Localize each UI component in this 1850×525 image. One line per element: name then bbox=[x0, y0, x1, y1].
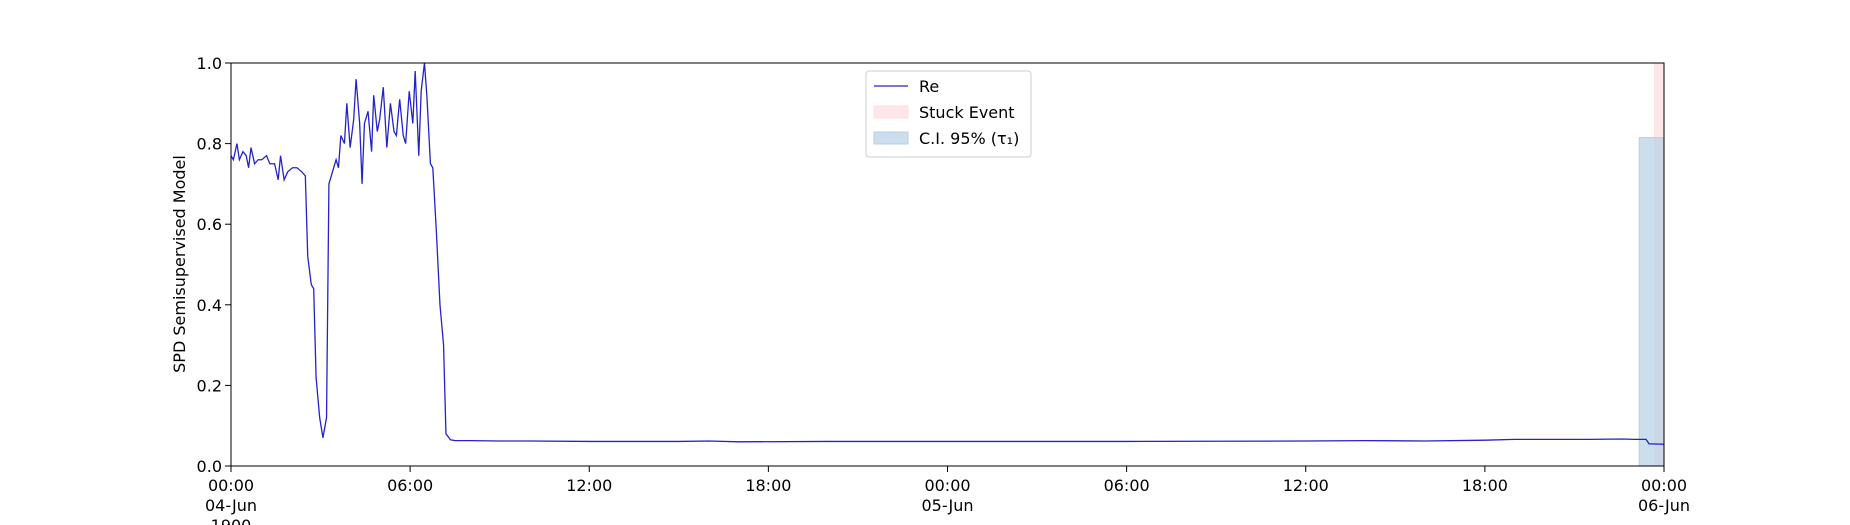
x-tick-label: 00:00 06-Jun bbox=[1638, 476, 1690, 515]
y-tick-label: 0.4 bbox=[197, 296, 222, 315]
x-tick-label: 18:00 bbox=[1462, 476, 1508, 495]
x-tick-label: 06:00 bbox=[387, 476, 433, 495]
x-tick-label: 18:00 bbox=[745, 476, 791, 495]
legend-swatch bbox=[873, 105, 909, 119]
span bbox=[1638, 137, 1665, 467]
y-tick-label: 0.2 bbox=[197, 376, 222, 395]
x-tick-label: 00:00 05-Jun bbox=[921, 476, 973, 515]
y-tick-label: 1.0 bbox=[197, 54, 222, 73]
legend-label: Re bbox=[919, 77, 939, 96]
y-tick-label: 0.0 bbox=[197, 457, 222, 476]
legend-swatch bbox=[873, 131, 909, 145]
y-tick-label: 0.8 bbox=[197, 135, 222, 154]
legend-label: Stuck Event bbox=[919, 103, 1015, 122]
data-line bbox=[230, 62, 1665, 445]
y-axis-label: SPD Semisupervised Model bbox=[170, 155, 189, 373]
x-tick-label: 06:00 bbox=[1104, 476, 1150, 495]
x-tick-label: 12:00 bbox=[566, 476, 612, 495]
legend-label: C.I. 95% (τ₁) bbox=[919, 129, 1019, 148]
x-tick-label: 12:00 bbox=[1283, 476, 1329, 495]
y-tick-label: 0.6 bbox=[197, 215, 222, 234]
